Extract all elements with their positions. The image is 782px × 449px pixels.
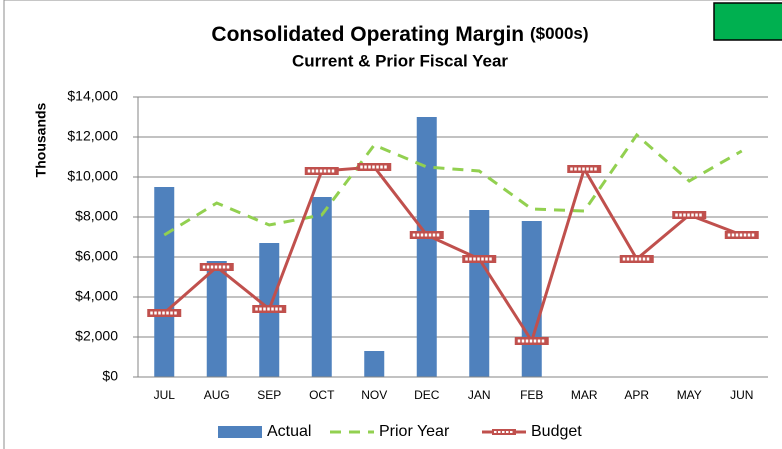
budget-marker	[567, 165, 602, 173]
budget-marker	[357, 163, 392, 171]
budget-marker	[514, 337, 549, 345]
budget-marker	[462, 255, 497, 263]
line	[163, 165, 743, 345]
chart-title: Consolidated Operating Margin ($000s)	[211, 23, 588, 46]
bar	[416, 117, 437, 377]
legend-label: Actual	[267, 423, 311, 440]
x-tick-label: APR	[624, 388, 649, 402]
x-tick-label: NOV	[361, 388, 387, 402]
budget-marker	[672, 211, 707, 219]
x-tick-label: FEB	[520, 388, 543, 402]
legend-swatch	[218, 426, 262, 438]
bar	[469, 210, 490, 377]
budget-marker	[252, 305, 287, 313]
bar	[311, 197, 332, 377]
budget-marker	[304, 167, 339, 175]
budget-marker	[199, 263, 234, 271]
bar	[206, 261, 227, 377]
x-tick-label: MAR	[571, 388, 598, 402]
line	[163, 132, 743, 237]
x-tick-label: OCT	[309, 388, 335, 402]
bar	[154, 187, 175, 377]
budget-marker	[409, 231, 444, 239]
y-tick-label: $12,000	[67, 128, 118, 144]
chart-subtitle: Current & Prior Fiscal Year	[292, 51, 508, 70]
y-tick-label: $14,000	[67, 88, 118, 104]
bar	[364, 351, 385, 377]
x-tick-label: JAN	[468, 388, 491, 402]
legend-label: Prior Year	[379, 423, 450, 440]
y-tick-label: $0	[102, 368, 118, 384]
x-tick-label: JUN	[730, 388, 753, 402]
bar	[521, 221, 542, 377]
title-text: Consolidated Operating Margin	[211, 23, 524, 46]
chart-frame	[3, 0, 782, 449]
x-tick-label: MAY	[677, 388, 702, 402]
y-tick-label: $6,000	[75, 248, 118, 264]
y-axis-label: Thousands	[33, 102, 49, 177]
x-tick-label: AUG	[204, 388, 230, 402]
budget-marker	[724, 231, 759, 239]
legend-label: Budget	[531, 423, 582, 440]
y-tick-label: $2,000	[75, 328, 118, 344]
budget-marker	[147, 309, 182, 317]
y-tick-label: $8,000	[75, 208, 118, 224]
x-tick-label: SEP	[257, 388, 281, 402]
y-tick-label: $4,000	[75, 288, 118, 304]
x-tick-label: DEC	[414, 388, 440, 402]
x-tick-label: JUL	[154, 388, 176, 402]
budget-marker	[619, 255, 654, 263]
title-unit: ($000s)	[530, 24, 589, 43]
y-tick-label: $10,000	[67, 168, 118, 184]
status-indicator	[713, 2, 782, 41]
